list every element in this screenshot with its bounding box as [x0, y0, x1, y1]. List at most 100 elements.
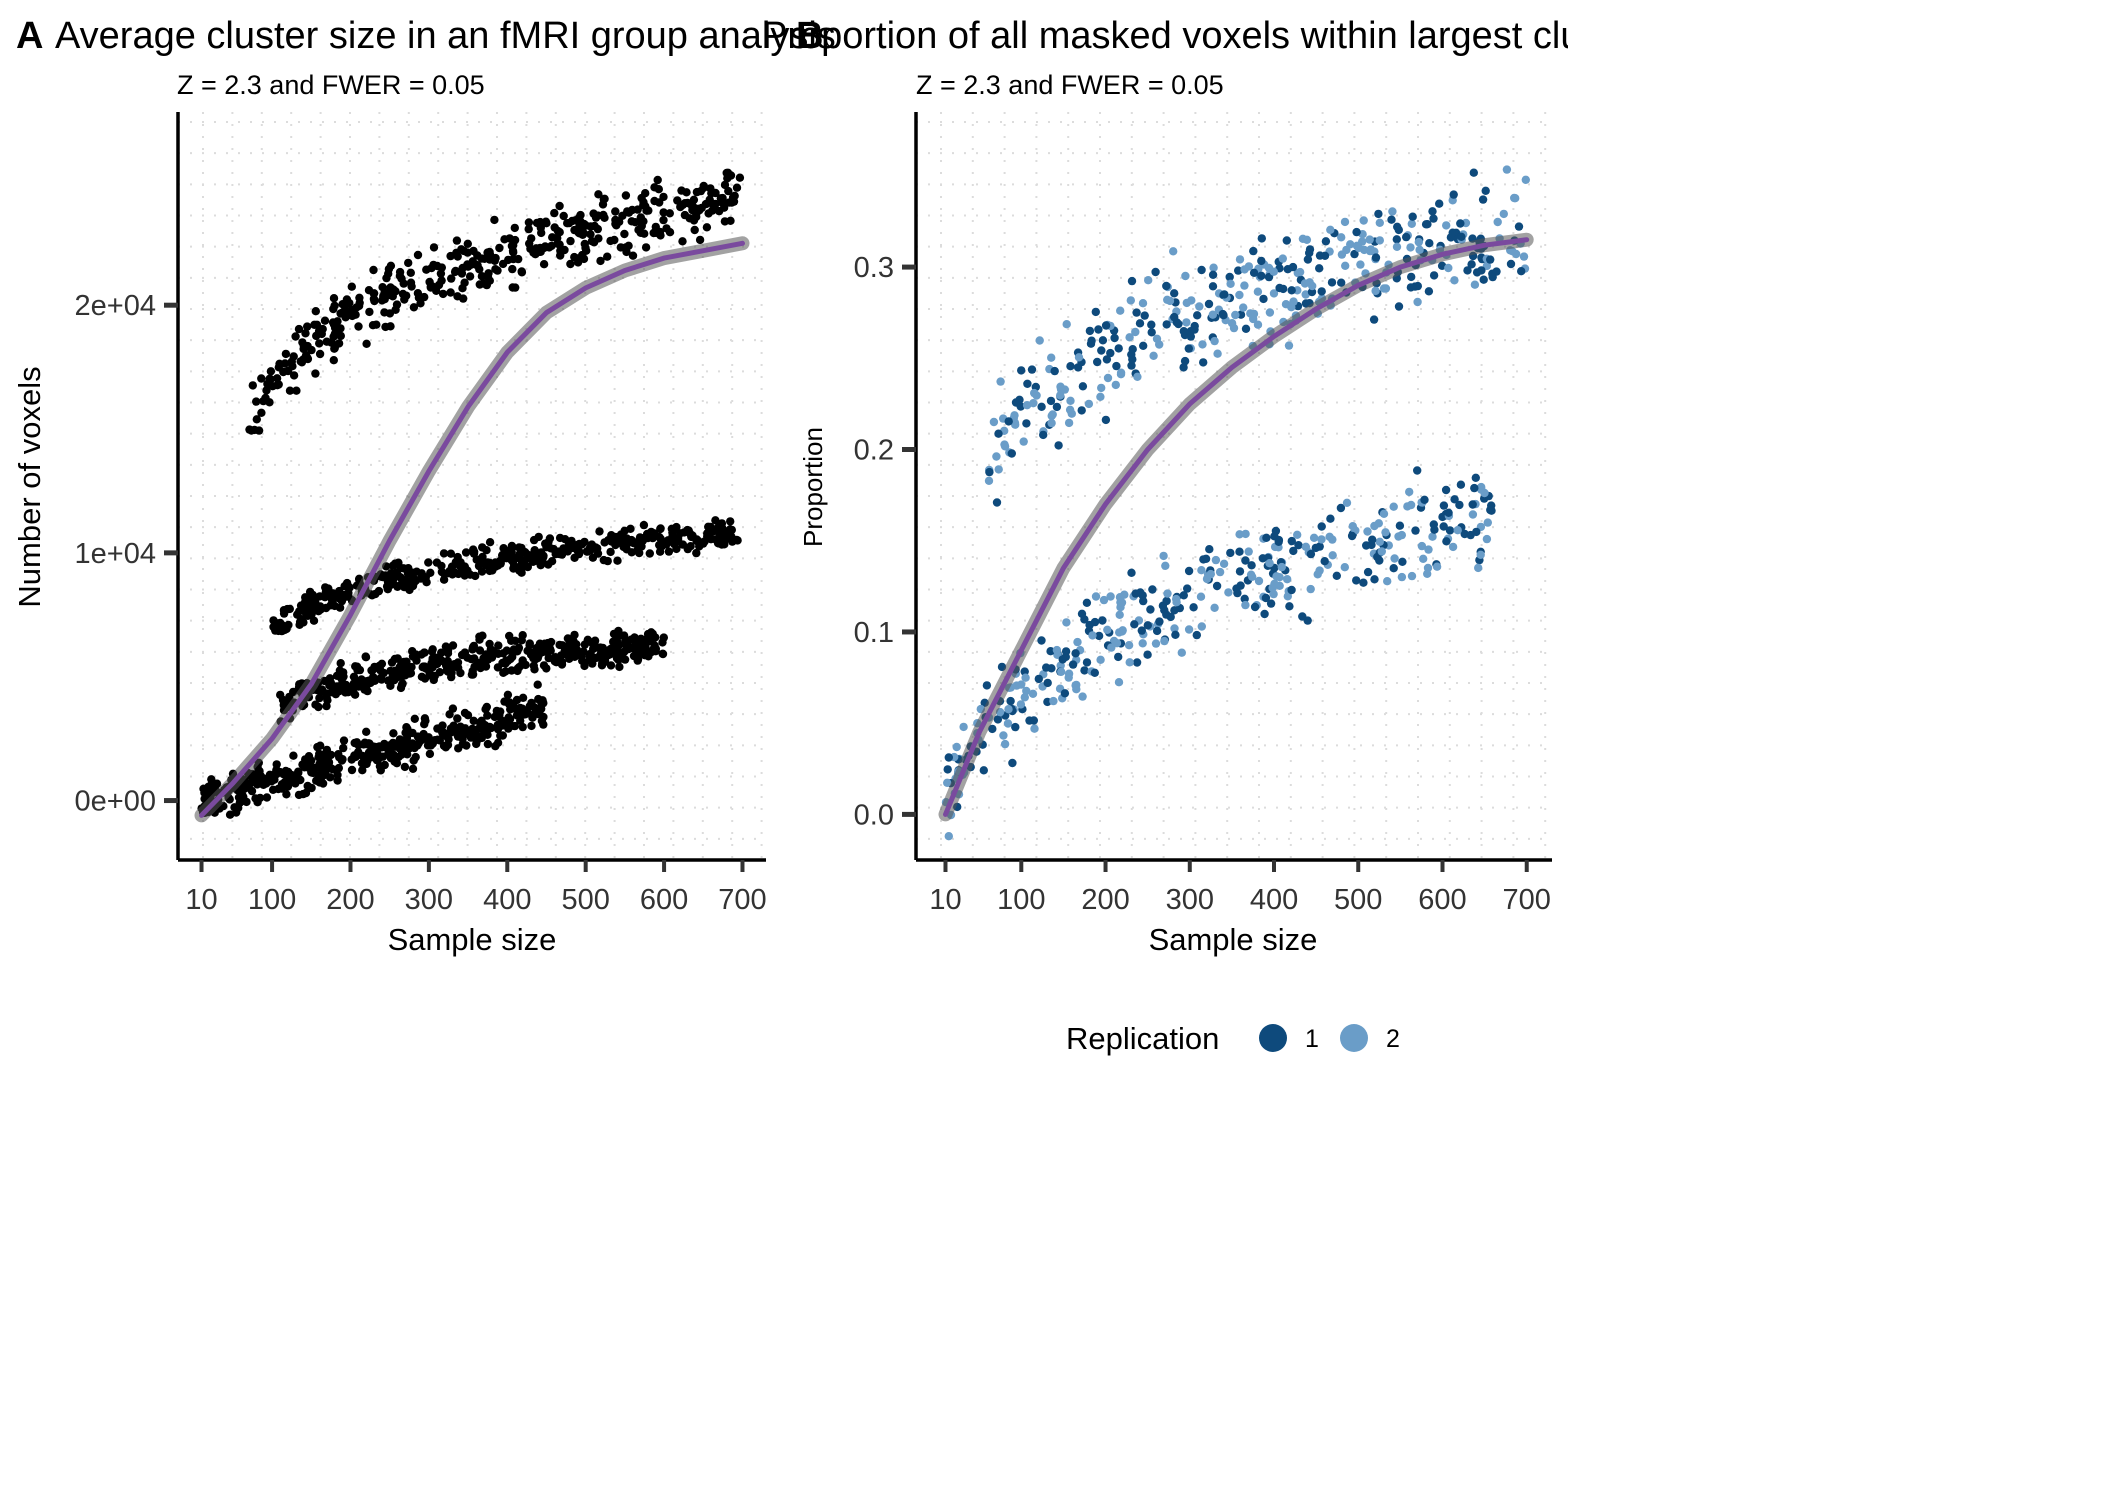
data-point [1181, 272, 1189, 280]
x-tick-label: 700 [1503, 884, 1551, 916]
data-point [348, 283, 356, 291]
data-point [1197, 266, 1205, 274]
data-point [276, 691, 284, 699]
data-point [1047, 419, 1055, 427]
data-point [1189, 603, 1197, 611]
data-point [1317, 535, 1325, 543]
data-point [422, 266, 430, 274]
data-point [575, 547, 583, 555]
data-point [1160, 637, 1168, 645]
data-point [1486, 255, 1494, 263]
data-point [1171, 631, 1179, 639]
data-point [671, 526, 679, 534]
data-point [1418, 542, 1426, 550]
data-point [660, 633, 668, 641]
data-point [1115, 344, 1123, 352]
data-point [1163, 589, 1171, 597]
data-point [1209, 282, 1217, 290]
data-point [1185, 625, 1193, 633]
data-point [542, 664, 550, 672]
data-point [1004, 705, 1012, 713]
data-point [421, 674, 429, 682]
data-point [639, 217, 647, 225]
data-point [1440, 501, 1448, 509]
data-point [1380, 510, 1388, 518]
data-point [1185, 344, 1193, 352]
data-point [700, 182, 708, 190]
data-point [396, 268, 404, 276]
data-point [542, 219, 550, 227]
data-point [410, 303, 418, 311]
data-point [560, 212, 568, 220]
data-point [1374, 210, 1382, 218]
data-point [622, 641, 630, 649]
data-point [1444, 509, 1452, 517]
data-point [390, 751, 398, 759]
data-point [1197, 593, 1205, 601]
data-point [286, 387, 294, 395]
data-point [1136, 319, 1144, 327]
y-tick-label: 2e+04 [75, 290, 156, 322]
data-point [1148, 328, 1156, 336]
data-point [326, 773, 334, 781]
data-point [370, 663, 378, 671]
data-point [1259, 295, 1267, 303]
data-point [377, 675, 385, 683]
data-point [1507, 260, 1515, 268]
data-point [455, 732, 463, 740]
data-point [446, 252, 454, 260]
data-point [1408, 220, 1416, 228]
data-point [290, 371, 298, 379]
data-point [1450, 276, 1458, 284]
data-point [1396, 522, 1404, 530]
data-point [310, 617, 318, 625]
data-point [1240, 265, 1248, 273]
data-point [1210, 337, 1218, 345]
data-point [579, 647, 587, 655]
data-point [1162, 282, 1170, 290]
data-point [378, 296, 386, 304]
data-point [1104, 374, 1112, 382]
data-point [687, 533, 695, 541]
data-point [362, 728, 370, 736]
data-point [1079, 382, 1087, 390]
data-point [404, 259, 412, 267]
data-point [407, 282, 415, 290]
data-point [678, 237, 686, 245]
data-point [540, 260, 548, 268]
data-point [267, 367, 275, 375]
data-point [1322, 237, 1330, 245]
data-point [1326, 226, 1334, 234]
data-point [530, 665, 538, 673]
data-point [1092, 308, 1100, 316]
data-point [1021, 693, 1029, 701]
data-point [329, 682, 337, 690]
data-point [305, 764, 313, 772]
data-point [343, 579, 351, 587]
data-point [1363, 527, 1371, 535]
data-point [638, 646, 646, 654]
data-point [642, 243, 650, 251]
data-point [600, 214, 608, 222]
data-point [1393, 243, 1401, 251]
data-point [337, 659, 345, 667]
data-point [1051, 367, 1059, 375]
data-point [1398, 531, 1406, 539]
data-point [1099, 336, 1107, 344]
panel-b-y-ticks: 0.00.10.20.3 [854, 252, 916, 831]
data-point [1097, 346, 1105, 354]
data-point [534, 550, 542, 558]
data-point [447, 550, 455, 558]
data-point [600, 195, 608, 203]
data-point [1021, 674, 1029, 682]
data-point [614, 535, 622, 543]
data-point [369, 673, 377, 681]
data-point [458, 651, 466, 659]
data-point [711, 516, 719, 524]
data-point [417, 574, 425, 582]
data-point [692, 549, 700, 557]
data-point [1056, 383, 1064, 391]
data-point [1185, 567, 1193, 575]
data-point [1110, 334, 1118, 342]
data-point [623, 207, 631, 215]
